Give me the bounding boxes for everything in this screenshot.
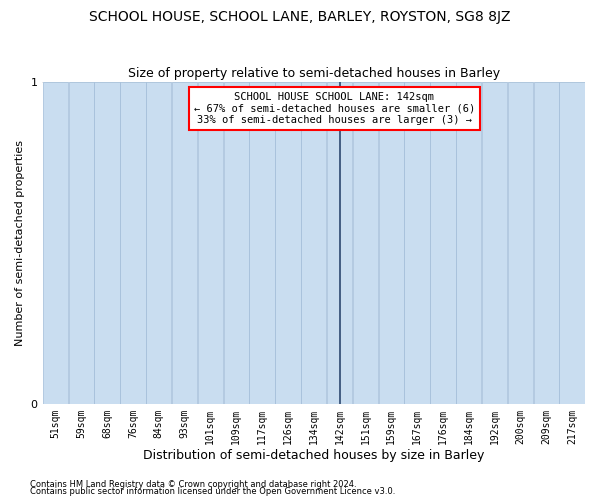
Title: Size of property relative to semi-detached houses in Barley: Size of property relative to semi-detach… xyxy=(128,66,500,80)
Bar xyxy=(275,82,301,404)
Bar xyxy=(68,82,94,404)
Bar xyxy=(327,82,352,404)
Bar xyxy=(94,82,119,404)
Bar xyxy=(456,82,481,404)
Bar xyxy=(379,82,404,404)
Bar xyxy=(508,82,533,404)
Bar xyxy=(120,82,146,404)
Bar xyxy=(353,82,378,404)
Text: SCHOOL HOUSE SCHOOL LANE: 142sqm
← 67% of semi-detached houses are smaller (6)
3: SCHOOL HOUSE SCHOOL LANE: 142sqm ← 67% o… xyxy=(194,92,475,125)
Bar xyxy=(250,82,275,404)
Bar xyxy=(301,82,326,404)
Text: SCHOOL HOUSE, SCHOOL LANE, BARLEY, ROYSTON, SG8 8JZ: SCHOOL HOUSE, SCHOOL LANE, BARLEY, ROYST… xyxy=(89,10,511,24)
Bar xyxy=(430,82,455,404)
Bar xyxy=(172,82,197,404)
X-axis label: Distribution of semi-detached houses by size in Barley: Distribution of semi-detached houses by … xyxy=(143,450,484,462)
Bar xyxy=(404,82,430,404)
Bar xyxy=(146,82,172,404)
Bar xyxy=(43,82,68,404)
Bar xyxy=(482,82,507,404)
Bar xyxy=(559,82,585,404)
Bar xyxy=(224,82,249,404)
Text: Contains public sector information licensed under the Open Government Licence v3: Contains public sector information licen… xyxy=(30,487,395,496)
Bar xyxy=(197,82,223,404)
Text: Contains HM Land Registry data © Crown copyright and database right 2024.: Contains HM Land Registry data © Crown c… xyxy=(30,480,356,489)
Bar xyxy=(533,82,559,404)
Y-axis label: Number of semi-detached properties: Number of semi-detached properties xyxy=(15,140,25,346)
